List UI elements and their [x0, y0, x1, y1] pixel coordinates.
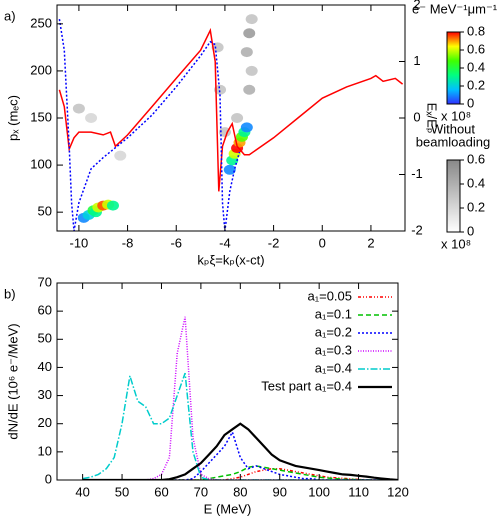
colorbar-label: beamloading [416, 134, 490, 149]
x-tick-label: -4 [219, 235, 231, 250]
density-cell [240, 47, 253, 58]
colorbar-label: e⁻ MeV⁻¹μm⁻¹ [412, 1, 498, 16]
density-cell [106, 200, 119, 211]
series-line [82, 422, 398, 480]
x-axis-label: kₚξ=kₚ(x-ct) [197, 252, 264, 267]
density-cell [223, 164, 236, 175]
x-tick-label: 120 [387, 484, 409, 499]
colorbar-tick-label: 0.4 [467, 59, 485, 74]
legend-label: a₁=0.05 [307, 288, 352, 303]
series-line [82, 430, 398, 480]
colorbar-tick-label: 0.8 [467, 23, 485, 38]
colorbar-tick-label: 0 [467, 223, 474, 238]
colorbar [446, 159, 461, 233]
density-cell [85, 113, 98, 123]
colorbar-tick-label: 0.4 [467, 175, 485, 190]
series-line [58, 27, 404, 192]
x-tick-label: 60 [154, 484, 168, 499]
y2-tick-label: 2 [413, 0, 420, 11]
y-tick-label: 100 [30, 157, 52, 172]
density-cell [243, 28, 256, 39]
y-tick-label: 250 [30, 15, 52, 30]
legend-label: a₁=0.1 [315, 306, 352, 321]
density-cell [72, 103, 85, 114]
colorbar-tick-label: 0.6 [467, 151, 485, 166]
plot-frame [56, 282, 399, 481]
legend-label: Test part a₁=0.4 [261, 378, 352, 393]
y-axis-label: dN/dE (10⁶ e⁻/MeV) [5, 323, 20, 439]
legend-label: a₁=0.2 [315, 324, 352, 339]
colorbar-tick-label: 0.2 [467, 77, 485, 92]
y2-tick-label: 0 [413, 109, 420, 124]
colorbar-multiplier: x 10⁸ [441, 108, 471, 123]
x-tick-label: 90 [272, 484, 286, 499]
x-tick-label: -6 [170, 235, 182, 250]
y2-tick-label: -1 [411, 166, 423, 181]
y-tick-label: 20 [38, 415, 52, 430]
colorbar-tick-label: 0.6 [467, 41, 485, 56]
colorbar-label: Without [431, 121, 475, 136]
x-tick-label: 110 [348, 484, 369, 499]
x-tick-label: 50 [115, 484, 129, 499]
y-tick-label: 50 [38, 331, 52, 346]
y-tick-label: 150 [30, 109, 52, 124]
x-tick-label: 2 [367, 235, 374, 250]
y-tick-label: 50 [38, 204, 52, 219]
colorbar-tick-label: 0.2 [467, 199, 485, 214]
panel-label: a) [4, 8, 16, 23]
colorbar-tick-label: 0 [467, 95, 474, 110]
density-cell [245, 65, 258, 76]
series-line [58, 18, 241, 231]
x-tick-label: 100 [308, 484, 330, 499]
x-tick-label: -2 [268, 235, 280, 250]
series-line [82, 467, 398, 480]
plot-frame [56, 4, 406, 232]
x-axis-label: E (MeV) [204, 501, 252, 516]
y-tick-label: 70 [38, 274, 52, 289]
x-tick-label: -8 [122, 235, 134, 250]
y2-tick-label: -2 [411, 222, 423, 237]
plot-area [58, 14, 404, 231]
colorbar-multiplier: x 10⁸ [441, 236, 471, 251]
density-cell [245, 14, 258, 25]
series-line [82, 372, 398, 480]
y-axis-label: pₓ (mₑc) [5, 95, 20, 141]
x-tick-label: 0 [319, 235, 326, 250]
legend-label: a₁=0.3 [315, 342, 352, 357]
y-tick-label: 10 [38, 443, 52, 458]
colorbar [446, 31, 461, 105]
density-cell [214, 84, 227, 95]
y2-axis-label: Eₓ/Eₚ [425, 103, 440, 134]
plot-area [82, 316, 398, 480]
density-cell [240, 122, 253, 133]
x-tick-label: 80 [233, 484, 247, 499]
y-tick-label: 0 [45, 471, 52, 486]
y-tick-label: 30 [38, 387, 52, 402]
y-tick-label: 40 [38, 359, 52, 374]
density-cell [231, 113, 244, 123]
density-cell [114, 150, 127, 161]
y-tick-label: 200 [30, 62, 52, 77]
density-cell [243, 84, 256, 95]
x-tick-label: 40 [75, 484, 89, 499]
panel-label: b) [4, 286, 16, 301]
x-tick-label: -10 [70, 235, 89, 250]
legend-label: a₁=0.4 [315, 360, 352, 375]
x-tick-label: 70 [194, 484, 208, 499]
y-tick-label: 60 [38, 303, 52, 318]
y2-tick-label: 1 [413, 53, 420, 68]
